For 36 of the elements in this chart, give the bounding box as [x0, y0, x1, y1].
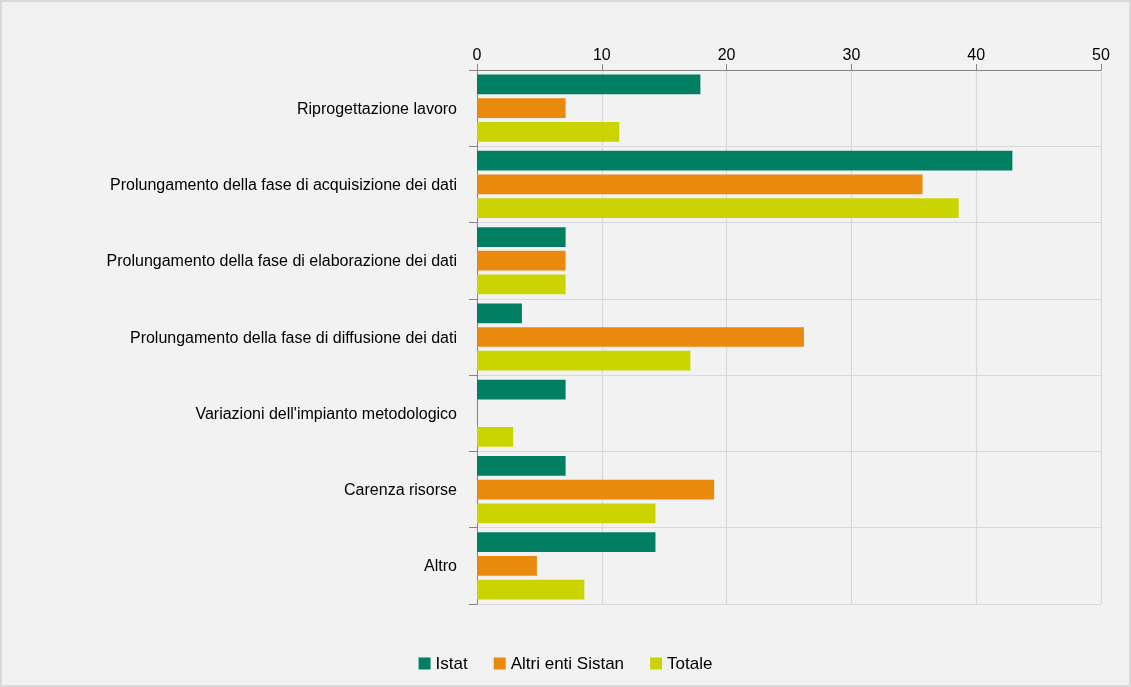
- x-tick-label: 40: [967, 45, 986, 63]
- y-tick-label: Carenza risorse: [344, 481, 458, 499]
- bar: [477, 250, 566, 271]
- bar: [477, 74, 701, 95]
- bar: [477, 532, 656, 553]
- y-tick-label: Riprogettazione lavoro: [296, 99, 458, 117]
- x-tick-label: 10: [592, 45, 611, 63]
- legend-label: Altri enti Sistan: [510, 654, 625, 673]
- bar: [477, 350, 691, 371]
- bar: [477, 98, 566, 119]
- bar: [477, 579, 585, 600]
- bar: [477, 303, 522, 324]
- x-tick-label: 50: [1092, 45, 1110, 63]
- bar: [477, 227, 566, 247]
- bar: [477, 555, 537, 576]
- x-tick-label: 20: [717, 45, 736, 63]
- y-tick-label: Variazioni dell'impianto metodologico: [195, 404, 458, 422]
- y-tick-label: Prolungamento della fase di acquisizione dei dati: [110, 175, 457, 193]
- bar: [477, 198, 959, 218]
- y-tick-label: Altro: [424, 557, 458, 575]
- bar: [477, 379, 566, 400]
- y-tick-label: Prolungamento della fase di diffusione dei dati: [129, 328, 457, 346]
- x-tick-label: 30: [842, 45, 861, 63]
- bar: [477, 427, 514, 447]
- bar: [477, 174, 923, 195]
- legend-label: Istat: [435, 654, 468, 673]
- bar: [477, 479, 715, 500]
- y-tick-label: Prolungamento della fase di elaborazione dei dati: [106, 252, 457, 270]
- bar: [477, 456, 566, 476]
- bar: [477, 327, 804, 347]
- legend-label: Totale: [667, 654, 713, 673]
- bar: [477, 150, 1013, 171]
- bar: [477, 274, 566, 295]
- x-tick-label: 0: [472, 45, 482, 63]
- bar: [477, 503, 656, 524]
- bar: [477, 121, 620, 142]
